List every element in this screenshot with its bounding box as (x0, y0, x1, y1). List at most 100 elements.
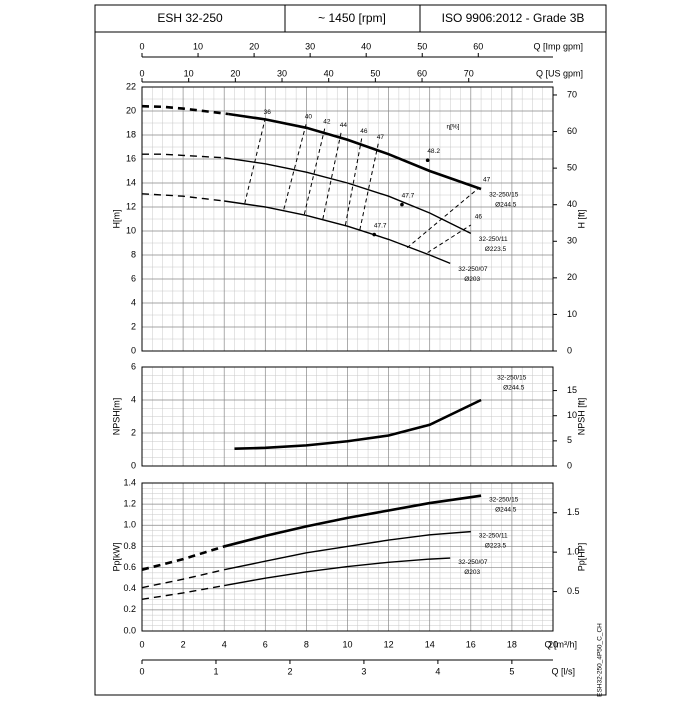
y2-tick-label: 10 (567, 410, 577, 420)
y2-tick-label: 50 (567, 162, 577, 172)
curve (224, 200, 451, 265)
y-tick-label: 1.4 (123, 477, 136, 487)
x-tick-label: 2 (181, 639, 186, 649)
curve (224, 557, 451, 587)
y-tick-label: 18 (126, 129, 136, 139)
top-axis-tick-label: 60 (473, 41, 483, 51)
speed: ~ 1450 [rpm] (318, 11, 386, 25)
y2-tick-label: 1.0 (567, 547, 580, 557)
efficiency-label: 47 (377, 134, 385, 141)
series-diameter: Ø223.5 (485, 542, 507, 549)
top-axis-tick-label: 60 (417, 68, 427, 78)
series-diameter: Ø203 (464, 276, 480, 283)
efficiency-label: 42 (323, 119, 331, 126)
x-tick-label: 18 (507, 639, 517, 649)
top-axis-tick-label: 40 (361, 41, 371, 51)
y-axis-title: Pp[kW] (111, 542, 121, 571)
efficiency-label: 40 (305, 114, 313, 121)
y2-tick-label: 60 (567, 126, 577, 136)
y-tick-label: 2 (131, 321, 136, 331)
x-tick-label: 12 (384, 639, 394, 649)
y2-tick-label: 0 (567, 345, 572, 355)
y-tick-label: 2 (131, 427, 136, 437)
efficiency-label: 44 (340, 122, 348, 129)
top-axis-tick-label: 30 (305, 41, 315, 51)
y-tick-label: 4 (131, 394, 136, 404)
efficiency-line (303, 127, 326, 215)
top-axis-tick-label: 50 (370, 68, 380, 78)
y2-tick-label: 70 (567, 89, 577, 99)
efficiency-line (406, 187, 480, 249)
curve (224, 157, 472, 235)
top-axis-tick-label: 0 (139, 68, 144, 78)
bottom-axis-title: Q [l/s] (551, 666, 575, 676)
y-tick-label: 0.0 (123, 625, 136, 635)
top-axis-tick-label: 30 (277, 68, 287, 78)
efficiency-line (244, 118, 266, 204)
y2-axis-title: NPSH [ft] (576, 398, 586, 436)
efficiency-line (427, 224, 472, 254)
y2-tick-label: 30 (567, 236, 577, 246)
plot-frame (141, 366, 554, 467)
series-name: 32-250/15 (497, 375, 527, 382)
top-axis-tick-label: 10 (184, 68, 194, 78)
series-diameter: Ø244.5 (495, 202, 517, 209)
curve-dashed (141, 584, 225, 600)
y-axis-title: NPSH[m] (111, 398, 121, 436)
y-tick-label: 22 (126, 81, 136, 91)
y-tick-label: 16 (126, 153, 136, 163)
y-tick-label: 4 (131, 297, 136, 307)
series-diameter: Ø244.5 (503, 385, 525, 392)
y-tick-label: 0.4 (123, 583, 136, 593)
series-name: 32-250/07 (458, 266, 488, 273)
bep-point (400, 202, 404, 207)
bep-label: 47.7 (402, 192, 415, 199)
y2-tick-label: 20 (567, 272, 577, 282)
bep-point (425, 158, 430, 162)
top-axis-tick-label: 40 (324, 68, 334, 78)
y-tick-label: 14 (126, 177, 136, 187)
efficiency-line (283, 122, 307, 210)
top-axis-tick-label: 0 (139, 41, 144, 51)
y2-axis-title: Pp[HP] (576, 543, 586, 572)
plot-frame (141, 482, 554, 632)
curve-dashed (142, 153, 225, 159)
y-tick-label: 6 (131, 273, 136, 283)
y-tick-label: 0 (131, 345, 136, 355)
curve (224, 530, 471, 571)
y-tick-label: 1.2 (123, 499, 136, 509)
top-axis-title: Q [Imp gpm] (533, 41, 583, 51)
plot-frame (141, 86, 554, 352)
x-tick-label: 20 (548, 639, 558, 649)
series-diameter: Ø223.5 (485, 246, 507, 253)
series-diameter: Ø244.5 (495, 506, 517, 513)
efficiency-line (359, 143, 379, 230)
bottom-axis-tick-label: 3 (361, 666, 366, 676)
bottom-axis-tick-label: 4 (435, 666, 440, 676)
y2-tick-label: 10 (567, 309, 577, 319)
x-tick-label: 0 (139, 639, 144, 649)
efficiency-label: 46 (360, 128, 368, 135)
bep-point (372, 232, 377, 237)
x-tick-label: 4 (222, 639, 227, 649)
model: ESH 32-250 (157, 11, 223, 25)
series-diameter: Ø203 (464, 569, 480, 576)
y-tick-label: 12 (126, 201, 136, 211)
efficiency-label: 36 (264, 109, 272, 116)
drawing-code: ESH32-250_4P50_C_CH (597, 623, 604, 697)
series-name: 32-250/07 (458, 559, 488, 566)
y-tick-label: 10 (126, 225, 136, 235)
top-axis-tick-label: 70 (464, 68, 474, 78)
y-tick-label: 20 (126, 105, 136, 115)
x-tick-label: 14 (425, 639, 435, 649)
efficiency-line (322, 131, 342, 220)
top-axis-tick-label: 10 (193, 41, 203, 51)
bep-label: 48.2 (427, 148, 440, 155)
x-tick-label: 10 (342, 639, 352, 649)
bottom-axis-tick-label: 1 (213, 666, 218, 676)
y2-tick-label: 5 (567, 435, 572, 445)
curve-dashed (141, 569, 225, 589)
series-name: 32-250/11 (479, 236, 508, 243)
curve-dashed (141, 193, 225, 202)
